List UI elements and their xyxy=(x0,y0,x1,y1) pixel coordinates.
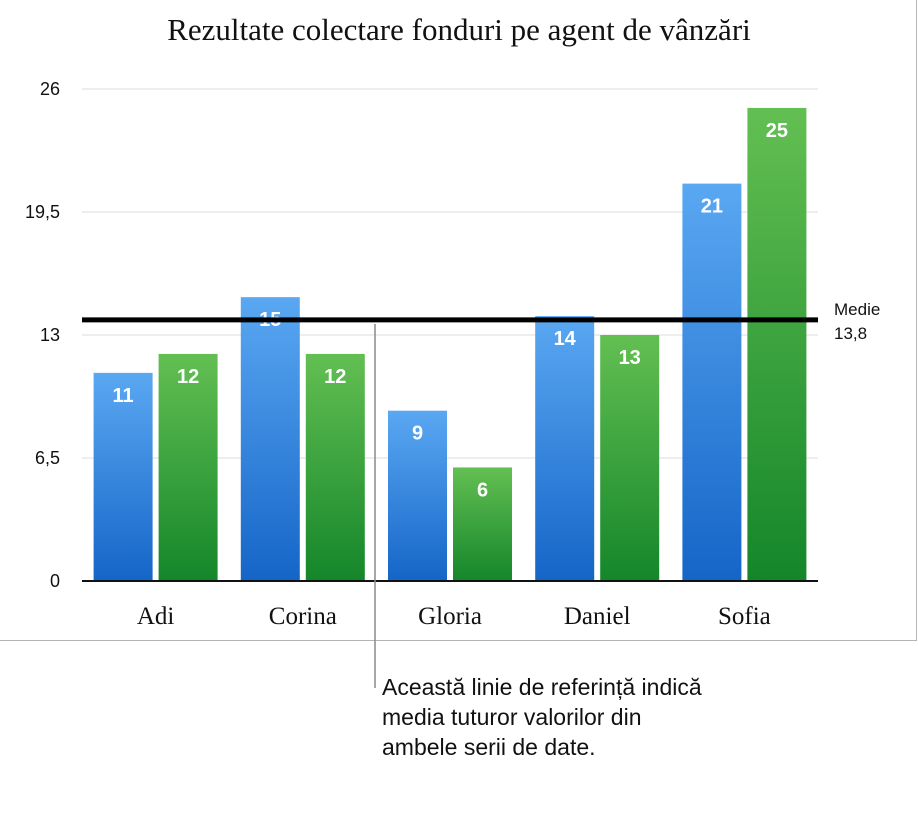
bar xyxy=(93,372,153,581)
callout-text: Această linie de referință indică media … xyxy=(382,674,702,760)
bar xyxy=(682,183,742,581)
bar xyxy=(600,335,660,581)
bar xyxy=(388,410,447,581)
bar xyxy=(747,107,807,581)
x-category-label: Sofia xyxy=(718,603,771,630)
axes: 0 6,5 13 19,5 26 Adi Corina Gloria Daniel Sofia xyxy=(25,79,818,630)
bar-data-label: 21 xyxy=(701,196,723,218)
bar-data-label: 12 xyxy=(177,366,199,388)
bar-data-label: 6 xyxy=(477,479,488,501)
bar-data-label: 13 xyxy=(619,347,641,369)
y-tick-label: 13 xyxy=(40,325,60,345)
y-tick-label: 19,5 xyxy=(25,202,60,222)
x-category-label: Adi xyxy=(137,603,175,630)
reference-line-label: Medie xyxy=(834,300,880,319)
bar-data-label: 9 xyxy=(412,423,423,445)
bar xyxy=(453,467,512,581)
bar xyxy=(240,297,300,581)
reference-line-group: Medie 13,8 xyxy=(82,300,880,343)
bar xyxy=(305,353,365,581)
x-category-label: Corina xyxy=(269,603,337,630)
bar-data-label: 11 xyxy=(113,385,134,407)
bar xyxy=(158,353,218,581)
bar-data-label: 14 xyxy=(554,328,577,350)
bar-data-label: 25 xyxy=(766,120,788,142)
x-category-label: Daniel xyxy=(564,603,631,630)
chart-title: Rezultate colectare fonduri pe agent de … xyxy=(167,12,751,47)
x-category-label: Gloria xyxy=(418,603,482,630)
reference-line-value: 13,8 xyxy=(834,324,867,343)
bar xyxy=(535,316,595,581)
bar-data-label: 12 xyxy=(324,366,346,388)
bars: 111215129614132125 xyxy=(93,107,807,581)
y-tick-label: 0 xyxy=(50,571,60,591)
y-tick-label: 26 xyxy=(40,79,60,99)
y-tick-label: 6,5 xyxy=(35,448,60,468)
